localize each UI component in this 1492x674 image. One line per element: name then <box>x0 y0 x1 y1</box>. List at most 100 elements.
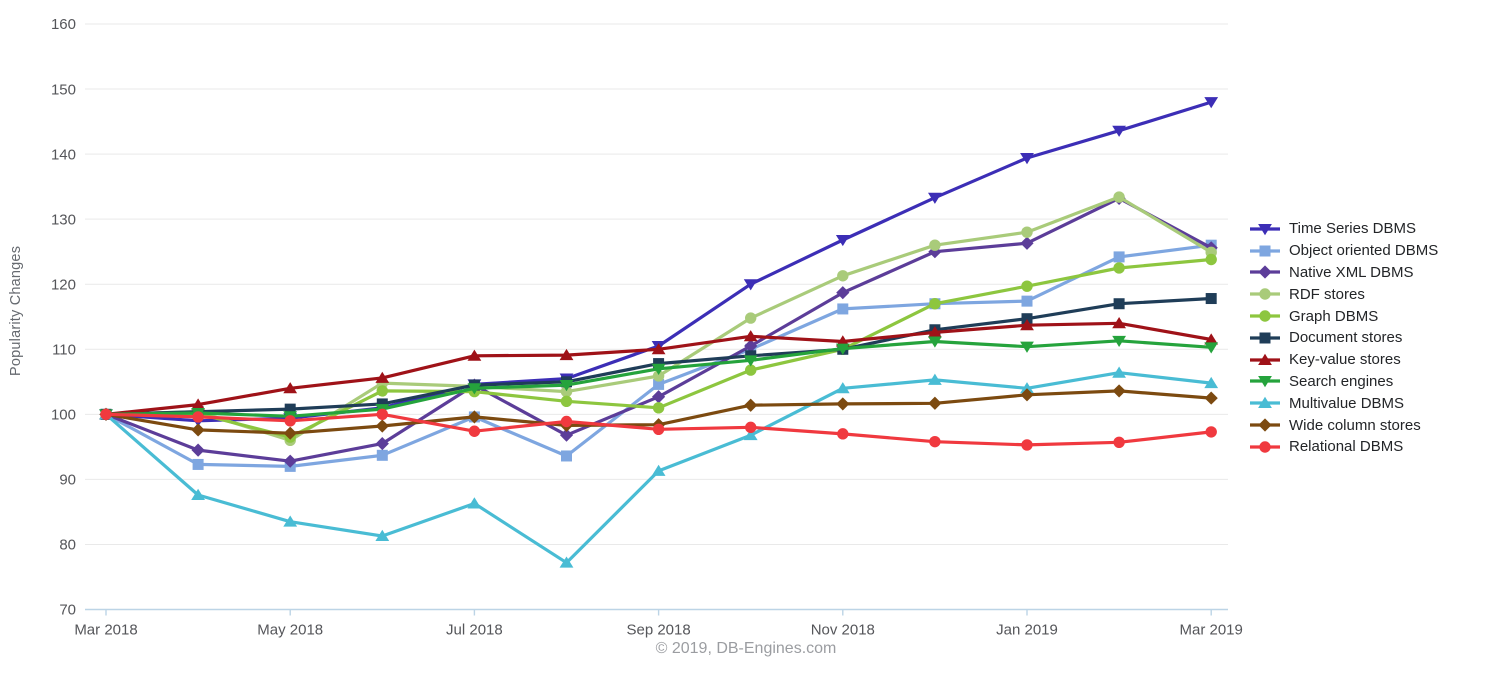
data-point-key-value-stores-sep-2018 <box>651 343 666 355</box>
legend-marker-square-icon <box>1250 332 1280 344</box>
data-point-wide-column-stores-oct-2018 <box>744 398 758 412</box>
y-tick-label-140: 140 <box>51 146 76 163</box>
data-point-relational-dbms-jan-2019 <box>1021 439 1033 451</box>
y-tick-label-120: 120 <box>51 276 76 293</box>
legend-marker-circle-icon <box>1250 288 1280 300</box>
data-point-wide-column-stores-mar-2019 <box>1204 391 1218 405</box>
legend-item-native-xml-dbms[interactable]: Native XML DBMS <box>1250 262 1438 284</box>
legend-marker-diamond-icon <box>1250 418 1280 432</box>
x-tick-label-jul-2018: Jul 2018 <box>446 622 503 639</box>
legend-item-graph-dbms[interactable]: Graph DBMS <box>1250 305 1438 327</box>
x-tick-label-mar-2019: Mar 2019 <box>1180 622 1243 639</box>
data-point-document-stores-sep-2018 <box>653 358 665 370</box>
data-point-relational-dbms-sep-2018 <box>652 423 665 435</box>
data-point-native-xml-dbms-aug-2018 <box>559 428 574 442</box>
data-point-graph-dbms-jun-2018 <box>376 385 388 397</box>
data-point-rdf-stores-aug-2018 <box>560 385 573 398</box>
data-point-key-value-stores-oct-2018 <box>743 330 758 342</box>
y-tick-label-110: 110 <box>52 341 76 358</box>
legend-label: Graph DBMS <box>1289 307 1379 325</box>
legend-label: Search engines <box>1289 372 1394 390</box>
x-tick-label-nov-2018: Nov 2018 <box>811 622 875 639</box>
legend-item-rdf-stores[interactable]: RDF stores <box>1250 283 1438 305</box>
data-point-native-xml-dbms-nov-2018 <box>836 286 850 300</box>
data-point-graph-dbms-feb-2019 <box>1113 262 1125 274</box>
data-point-multivalue-dbms-dec-2018 <box>928 373 942 385</box>
data-point-multivalue-dbms-apr-2018 <box>191 488 205 501</box>
data-point-object-oriented-dbms-jan-2019 <box>1021 295 1033 307</box>
data-point-key-value-stores-mar-2019 <box>1204 333 1219 345</box>
legend-marker-triangle-up-icon <box>1250 397 1280 409</box>
legend-marker-circle-icon <box>1250 441 1280 453</box>
legend-item-object-oriented-dbms[interactable]: Object oriented DBMS <box>1250 240 1438 262</box>
data-point-search-engines-jul-2018 <box>467 383 482 395</box>
data-point-document-stores-mar-2019 <box>1205 293 1217 305</box>
data-point-key-value-stores-may-2018 <box>283 382 298 394</box>
data-point-key-value-stores-jan-2019 <box>1020 319 1034 331</box>
data-point-time-series-dbms-mar-2019 <box>1204 97 1219 109</box>
data-point-rdf-stores-jan-2019 <box>1021 226 1033 238</box>
data-point-native-xml-dbms-oct-2018 <box>744 339 758 353</box>
data-point-multivalue-dbms-nov-2018 <box>835 382 850 394</box>
data-point-graph-dbms-sep-2018 <box>652 402 665 414</box>
data-point-graph-dbms-jan-2019 <box>1021 280 1033 292</box>
legend-marker-triangle-down-icon <box>1250 376 1280 388</box>
x-tick-label-mar-2018: Mar 2018 <box>74 622 137 639</box>
data-point-rdf-stores-nov-2018 <box>837 270 849 282</box>
legend-marker-square-icon <box>1250 245 1280 257</box>
legend-label: Key-value stores <box>1289 351 1401 369</box>
data-point-key-value-stores-dec-2018 <box>928 326 942 338</box>
series-key-value-stores <box>99 317 1219 420</box>
legend-item-multivalue-dbms[interactable]: Multivalue DBMS <box>1250 392 1438 414</box>
legend-label: Multivalue DBMS <box>1289 394 1405 412</box>
legend-label: Native XML DBMS <box>1289 263 1414 281</box>
data-point-time-series-dbms-feb-2019 <box>1112 125 1126 137</box>
legend-label: Relational DBMS <box>1289 438 1404 456</box>
legend-label: Wide column stores <box>1289 416 1421 434</box>
legend-item-time-series-dbms[interactable]: Time Series DBMS <box>1250 218 1438 240</box>
data-point-document-stores-may-2018 <box>284 403 296 415</box>
data-point-multivalue-dbms-oct-2018 <box>743 428 758 441</box>
data-point-object-oriented-dbms-apr-2018 <box>192 458 204 470</box>
data-point-search-engines-mar-2019 <box>1204 342 1219 354</box>
series-relational-dbms <box>100 408 1217 451</box>
data-point-relational-dbms-feb-2019 <box>1113 436 1125 449</box>
data-point-relational-dbms-mar-2019 <box>1205 426 1217 438</box>
copyright-watermark: © 2019, DB-Engines.com <box>655 640 837 657</box>
data-point-graph-dbms-oct-2018 <box>745 364 757 376</box>
x-tick-label-may-2018: May 2018 <box>257 622 323 639</box>
data-point-object-oriented-dbms-feb-2019 <box>1113 251 1125 263</box>
data-point-relational-dbms-mar-2018 <box>100 408 112 421</box>
data-point-wide-column-stores-may-2018 <box>283 426 297 440</box>
data-point-rdf-stores-feb-2019 <box>1113 191 1125 203</box>
legend-item-search-engines[interactable]: Search engines <box>1250 371 1438 393</box>
legend-item-document-stores[interactable]: Document stores <box>1250 327 1438 349</box>
y-tick-label-160: 160 <box>51 16 76 33</box>
data-point-search-engines-dec-2018 <box>928 336 942 348</box>
data-point-search-engines-oct-2018 <box>743 355 758 367</box>
y-axis-title: Popularity Changes <box>8 245 24 377</box>
legend-item-relational-dbms[interactable]: Relational DBMS <box>1250 436 1438 458</box>
data-point-search-engines-feb-2019 <box>1112 335 1126 348</box>
legend-item-key-value-stores[interactable]: Key-value stores <box>1250 349 1438 371</box>
x-tick-label-sep-2018: Sep 2018 <box>626 622 690 639</box>
legend-marker-triangle-up-icon <box>1250 353 1280 365</box>
data-point-relational-dbms-nov-2018 <box>837 428 849 440</box>
data-point-key-value-stores-jul-2018 <box>467 349 482 361</box>
data-point-search-engines-jan-2019 <box>1020 341 1034 353</box>
data-point-wide-column-stores-dec-2018 <box>928 396 942 410</box>
data-point-graph-dbms-dec-2018 <box>929 298 941 310</box>
legend-item-wide-column-stores[interactable]: Wide column stores <box>1250 414 1438 436</box>
legend-marker-circle-icon <box>1250 310 1280 322</box>
data-point-relational-dbms-oct-2018 <box>745 421 757 434</box>
data-point-multivalue-dbms-may-2018 <box>283 515 298 527</box>
data-point-native-xml-dbms-dec-2018 <box>928 245 942 259</box>
data-point-multivalue-dbms-aug-2018 <box>559 556 574 568</box>
data-point-rdf-stores-dec-2018 <box>929 239 941 251</box>
data-point-document-stores-jun-2018 <box>376 398 388 410</box>
data-point-native-xml-dbms-apr-2018 <box>191 443 205 457</box>
data-point-relational-dbms-jun-2018 <box>376 408 388 421</box>
data-point-object-oriented-dbms-nov-2018 <box>837 303 849 315</box>
